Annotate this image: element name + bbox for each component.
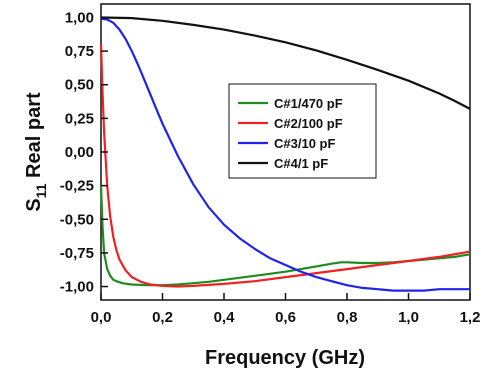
y-tick-label: 0,25 <box>65 110 94 127</box>
legend-label-2: C#2/100 pF <box>274 116 343 131</box>
legend-entries: C#1/470 pF C#2/100 pF C#3/10 pF C#4/1 pF <box>238 96 343 171</box>
y-tick-label: -0,25 <box>60 178 94 195</box>
y-tick-label: 0,75 <box>65 43 94 60</box>
legend-label-4: C#4/1 pF <box>274 156 328 171</box>
y-axis-title: S11 Real part <box>23 92 49 212</box>
y-tick-label: -0,75 <box>60 245 94 262</box>
y-axis-title-prefix: S <box>23 198 45 211</box>
x-tick-label: 0,4 <box>214 309 236 326</box>
x-tick-label: 1,0 <box>398 309 419 326</box>
legend-label-1: C#1/470 pF <box>274 96 343 111</box>
legend-label-3: C#3/10 pF <box>274 136 335 151</box>
series-line-4 <box>100 16 471 110</box>
y-tick-label: 0,00 <box>65 144 94 161</box>
y-tick-label: 1,00 <box>65 9 94 26</box>
series-line-3 <box>100 17 470 292</box>
y-tick-label: -1,00 <box>60 279 94 296</box>
x-tick-label: 0,0 <box>91 309 112 326</box>
x-tick-label: 1,2 <box>460 309 481 326</box>
series-line-2 <box>99 44 471 288</box>
y-tick-label: 0,50 <box>65 77 94 94</box>
series-line-1 <box>99 185 471 287</box>
x-tick-label: 0,2 <box>152 309 173 326</box>
legend: C#1/470 pF C#2/100 pF C#3/10 pF C#4/1 pF <box>228 83 377 179</box>
y-axis-title-suffix: Real part <box>23 92 45 183</box>
y-tick-label: -0,50 <box>60 211 94 228</box>
data-layer <box>99 16 471 292</box>
x-axis-title: Frequency (GHz) <box>205 347 365 369</box>
tick-layer: 0,0 0,2 0,4 0,6 0,8 1,0 1,2 1,00 0,75 0,50 0,25 0,0… <box>60 9 481 326</box>
y-axis-title-subscript: 11 <box>33 183 49 198</box>
x-tick-label: 0,8 <box>337 309 358 326</box>
x-tick-label: 0,6 <box>275 309 296 326</box>
